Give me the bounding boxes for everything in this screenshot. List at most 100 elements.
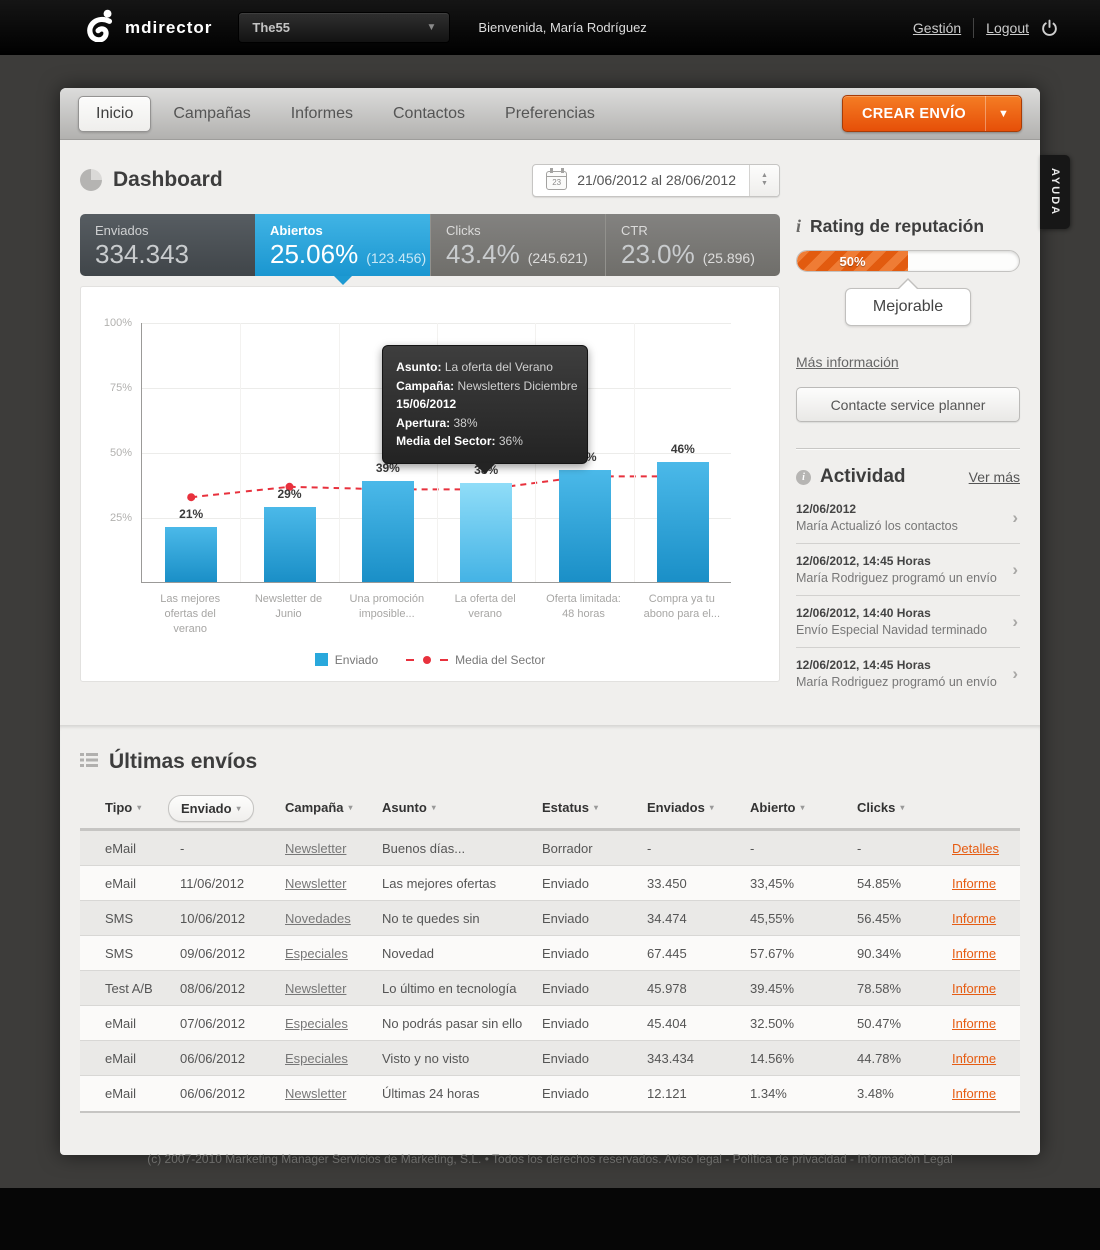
activity-title: Actividad <box>820 466 906 487</box>
cell-tipo: eMail <box>105 1086 137 1101</box>
chevron-down-icon: ▾ <box>236 803 241 813</box>
column-header-estatus[interactable]: Estatus ▾ <box>542 800 598 815</box>
row-action-link[interactable]: Informe <box>952 1050 997 1066</box>
cell-asunto: Visto y no visto <box>382 1050 470 1066</box>
row-action-link[interactable]: Informe <box>952 980 997 996</box>
chart-bar[interactable] <box>656 462 709 582</box>
bar-value-label: 21% <box>179 507 204 522</box>
activity-item[interactable]: 12/06/2012, 14:45 Horas María Rodriguez p… <box>796 544 1020 596</box>
logout-link[interactable]: Logout <box>986 19 1029 36</box>
column-header-enviados[interactable]: Enviados ▾ <box>647 800 714 815</box>
date-spinner[interactable]: ▲ ▼ <box>749 164 779 196</box>
stat-tile-abiertos[interactable]: Abiertos 25.06% (123.456) <box>255 214 430 285</box>
activity-item[interactable]: 12/06/2012, 14:45 Horas María Rodriguez p… <box>796 658 1018 689</box>
column-header-enviado[interactable]: Enviado ▾ <box>168 794 254 822</box>
account-selector-value: The55 <box>252 20 290 35</box>
cell-abierto: 1.34% <box>750 1086 787 1101</box>
section-title: Últimas envíos <box>109 750 258 773</box>
column-header-tipo[interactable]: Tipo ▾ <box>105 800 142 815</box>
chevron-down-icon: ▾ <box>348 803 353 812</box>
cell-enviados: 34.474 <box>647 910 687 926</box>
mdirector-logo: mdirector <box>84 8 212 47</box>
nav-tabs: Inicio Campañas Informes Contactos Preferenc… <box>78 95 617 132</box>
row-action-link[interactable]: Informe <box>952 1015 997 1031</box>
cell-estatus: Enviado <box>542 875 589 891</box>
tab-preferencias[interactable]: Preferencias <box>505 104 595 122</box>
cell-estatus: Enviado <box>542 1015 589 1031</box>
cell-abierto: 14.56% <box>750 1050 795 1066</box>
spinner-up-icon: ▲ <box>761 171 768 179</box>
campaign-link[interactable]: Newsletter <box>285 840 347 856</box>
tab-campanas[interactable]: Campañas <box>173 104 251 122</box>
cell-clicks: 90.34% <box>857 945 902 961</box>
cell-asunto: Buenos días... <box>382 840 466 856</box>
x-axis-label: Oferta limitada: 48 horas <box>546 593 621 620</box>
column-header-asunto[interactable]: Asunto ▾ <box>382 800 436 815</box>
cell-enviados: 343.434 <box>647 1050 694 1066</box>
tab-contactos[interactable]: Contactos <box>392 104 466 122</box>
main-navbar: Inicio Campañas Informes Contactos Preferenc… <box>60 88 1040 140</box>
see-more-link[interactable]: Ver más <box>968 469 1020 485</box>
campaign-link[interactable]: Newsletter <box>285 1086 347 1101</box>
reputation-title: Rating de reputación <box>810 216 985 236</box>
cell-enviados: 33.450 <box>647 875 687 891</box>
row-action-link[interactable]: Detalles <box>952 840 999 856</box>
row-action-link[interactable]: Informe <box>952 945 997 961</box>
gestion-link[interactable]: Gestión <box>912 19 962 36</box>
more-info-link[interactable]: Más información <box>796 354 899 370</box>
campaign-link[interactable]: Especiales <box>285 1015 348 1031</box>
create-envio-dropdown[interactable]: ▼ <box>985 96 1021 131</box>
chart-bar[interactable] <box>263 506 316 582</box>
campaign-link[interactable]: Especiales <box>285 945 348 961</box>
row-action-link[interactable]: Informe <box>952 910 997 926</box>
chevron-down-icon: ▾ <box>137 803 142 812</box>
stat-tile-ctr[interactable]: CTR 23.0% (25.896) <box>605 214 780 276</box>
power-icon[interactable] <box>1041 19 1058 36</box>
cell-asunto: Novedad <box>382 945 435 961</box>
campaign-link[interactable]: Newsletter <box>285 980 347 996</box>
cell-clicks: 44.78% <box>857 1050 902 1066</box>
chart-legend: Enviado Media del Sector <box>81 653 779 667</box>
list-icon <box>80 752 98 773</box>
column-header-clicks[interactable]: Clicks ▾ <box>857 800 905 815</box>
chart-bar[interactable] <box>558 470 611 582</box>
date-range-picker[interactable]: 23 21/06/2012 al 28/06/2012 ▲ ▼ <box>532 163 780 197</box>
reputation-progress-fill: 50% <box>797 251 908 271</box>
cell-clicks: - <box>857 840 862 856</box>
cell-abierto: 32.50% <box>750 1015 795 1031</box>
tab-inicio[interactable]: Inicio <box>78 95 152 132</box>
table-row: Test A/B 08/06/2012 Newsletter Lo último en… <box>80 971 1020 1006</box>
chevron-right-icon: › <box>1012 611 1018 631</box>
create-envio-label[interactable]: CREAR ENVÍO <box>861 105 966 122</box>
tab-informes[interactable]: Informes <box>290 104 353 122</box>
campaign-link[interactable]: Especiales <box>285 1050 348 1066</box>
activity-item[interactable]: 12/06/2012 María Actualizó los contactos › <box>796 492 1020 544</box>
contact-service-planner-button[interactable]: Contacte service planner <box>796 387 1020 422</box>
campaign-link[interactable]: Newsletter <box>285 875 347 891</box>
x-axis-label: Compra ya tu abono para el... <box>643 593 721 620</box>
cell-enviado: 06/06/2012 <box>180 1050 246 1066</box>
cell-clicks: 3.48% <box>857 1086 894 1101</box>
column-header-campana[interactable]: Campaña ▾ <box>285 800 353 815</box>
help-tab[interactable]: AYUDA <box>1040 155 1070 229</box>
create-envio-button[interactable]: CREAR ENVÍO ▼ <box>841 95 1022 132</box>
row-action-link[interactable]: Informe <box>952 875 997 891</box>
cell-estatus: Enviado <box>542 1050 589 1066</box>
chart-bar[interactable] <box>165 527 218 582</box>
cell-abierto: 45,55% <box>750 910 795 926</box>
column-header-abierto[interactable]: Abierto ▾ <box>750 800 805 815</box>
info-icon: i <box>796 469 811 485</box>
chart-bar[interactable] <box>361 480 414 582</box>
chevron-down-icon: ▾ <box>431 803 436 812</box>
stat-tile-enviados[interactable]: Enviados 334.343 <box>80 214 255 276</box>
activity-item[interactable]: 12/06/2012, 14:40 Horas Envío Especial Na… <box>796 596 1020 648</box>
bar-value-label: 29% <box>277 486 302 501</box>
reputation-percent: 50% <box>839 253 866 269</box>
stat-tile-clicks[interactable]: Clicks 43.4% (245.621) <box>430 214 605 276</box>
row-action-link[interactable]: Informe <box>952 1086 997 1101</box>
bar-value-label: 39% <box>375 460 400 475</box>
y-axis-tick: 50% <box>109 447 132 459</box>
campaign-link[interactable]: Novedades <box>285 910 351 926</box>
chart-bar[interactable] <box>460 483 513 582</box>
account-selector[interactable]: The55 ▼ <box>238 12 451 43</box>
